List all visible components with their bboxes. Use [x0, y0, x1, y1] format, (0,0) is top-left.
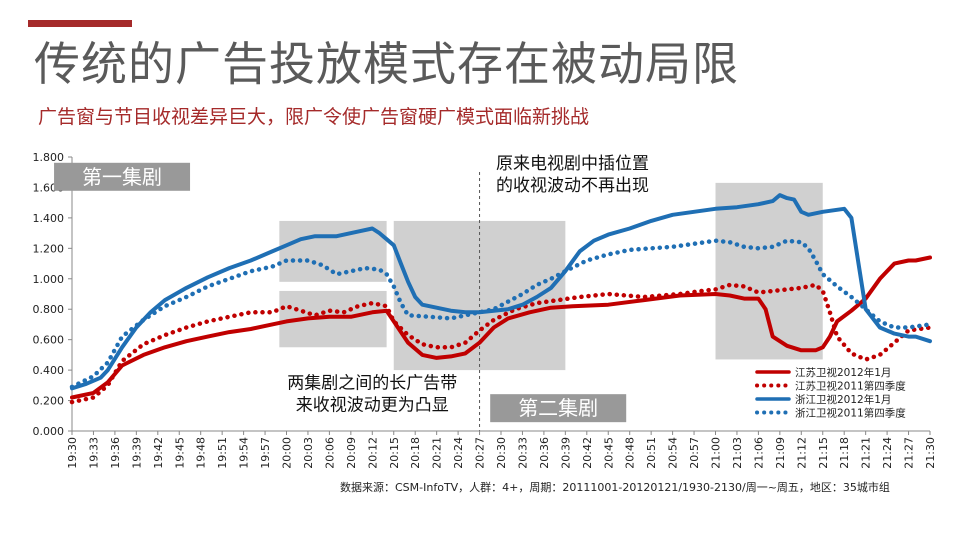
x-tick-label: 21:03	[731, 437, 744, 469]
x-tick-label: 20:39	[559, 437, 572, 469]
x-tick-label: 19:57	[259, 437, 272, 469]
x-tick-label: 21:18	[838, 437, 851, 469]
page-subtitle: 广告窗与节目收视差异巨大，限广令使广告窗硬广模式面临新挑战	[38, 106, 590, 128]
x-tick-label: 21:30	[924, 437, 937, 469]
episode-label-box	[490, 394, 627, 423]
x-tick-label: 20:48	[624, 437, 637, 469]
x-tick-label: 20:15	[388, 437, 401, 469]
legend-label: 江苏卫视2011第四季度	[795, 380, 906, 393]
x-tick-label: 19:33	[87, 437, 100, 469]
x-tick-label: 21:00	[710, 437, 723, 469]
x-tick-label: 21:12	[795, 437, 808, 469]
legend-label: 江苏卫视2012年1月	[795, 366, 891, 379]
x-tick-label: 19:36	[109, 437, 122, 469]
y-tick-label: 1.800	[33, 151, 65, 164]
title-accent-bar	[28, 20, 132, 27]
x-tick-label: 20:54	[667, 437, 680, 469]
x-tick-label: 19:51	[216, 437, 229, 469]
x-tick-label: 20:21	[431, 437, 444, 469]
legend-label: 浙江卫视2012年1月	[795, 393, 891, 406]
x-tick-label: 20:33	[516, 437, 529, 469]
y-tick-label: 0.600	[33, 334, 65, 347]
x-tick-label: 21:06	[752, 437, 765, 469]
x-tick-label: 19:30	[66, 437, 79, 469]
y-tick-label: 0.400	[33, 364, 65, 377]
x-tick-label: 19:48	[195, 437, 208, 469]
y-tick-label: 1.000	[33, 273, 65, 286]
x-tick-label: 21:24	[881, 437, 894, 469]
x-tick-label: 20:00	[281, 437, 294, 469]
x-tick-label: 20:36	[538, 437, 551, 469]
x-tick-label: 19:39	[130, 437, 143, 469]
series-line-4	[69, 238, 933, 390]
data-source-note: 数据来源：CSM-InfoTV，人群：4+，周期：20111001-201201…	[340, 481, 890, 494]
x-tick-label: 19:54	[238, 437, 251, 469]
x-tick-label: 19:42	[152, 437, 165, 469]
y-tick-label: 0.800	[33, 303, 65, 316]
annotation-text: 的收视波动不再出现	[496, 176, 649, 196]
x-tick-label: 20:27	[474, 437, 487, 469]
annotation-text: 来收视波动更为凸显	[296, 395, 449, 415]
episode-label-box	[54, 162, 191, 191]
y-tick-label: 0.000	[33, 425, 65, 438]
x-tick-label: 20:12	[366, 437, 379, 469]
x-tick-label: 20:18	[409, 437, 422, 469]
x-tick-label: 20:45	[602, 437, 615, 469]
x-tick-label: 20:24	[452, 437, 465, 469]
episode-label-text: 第一集剧	[82, 165, 162, 189]
annotation-text: 两集剧之间的长广告带	[287, 373, 457, 393]
legend-label: 浙江卫视2011第四季度	[795, 407, 906, 420]
x-tick-label: 20:09	[345, 437, 358, 469]
x-tick-label: 20:03	[302, 437, 315, 469]
x-tick-label: 21:27	[903, 437, 916, 469]
page-title: 传统的广告投放模式存在被动局限	[34, 37, 739, 91]
episode-label-text: 第二集剧	[518, 396, 598, 420]
series-line-3	[70, 193, 932, 391]
x-tick-label: 20:57	[688, 437, 701, 469]
x-tick-label: 20:06	[323, 437, 336, 469]
series-line-1	[70, 255, 932, 400]
series-line-2	[69, 282, 933, 405]
y-tick-label: 1.400	[33, 212, 65, 225]
x-tick-label: 21:09	[774, 437, 787, 469]
x-tick-label: 20:51	[645, 437, 658, 469]
x-tick-label: 21:15	[817, 437, 830, 469]
y-tick-label: 1.200	[33, 242, 65, 255]
x-tick-label: 20:30	[495, 437, 508, 469]
x-tick-label: 19:45	[173, 437, 186, 469]
y-tick-label: 0.200	[33, 395, 65, 408]
annotation-text: 原来电视剧中插位置	[496, 154, 649, 174]
x-tick-label: 20:42	[581, 437, 594, 469]
x-tick-label: 21:21	[860, 437, 873, 469]
